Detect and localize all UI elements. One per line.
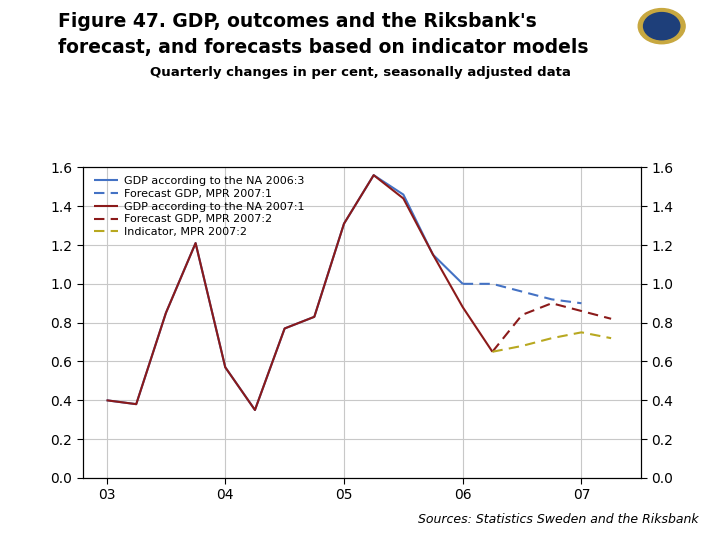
GDP according to the NA 2007:1 <box>310 314 319 320</box>
GDP according to the NA 2007:1 <box>369 172 378 178</box>
GDP according to the NA 2006:3 <box>428 252 437 258</box>
GDP according to the NA 2006:3 <box>399 191 408 198</box>
GDP according to the NA 2007:1 <box>399 195 408 202</box>
Circle shape <box>638 9 685 44</box>
GDP according to the NA 2007:1 <box>221 364 230 370</box>
GDP according to the NA 2007:1 <box>459 304 467 310</box>
GDP according to the NA 2006:3 <box>310 314 319 320</box>
Line: Forecast GDP, MPR 2007:1: Forecast GDP, MPR 2007:1 <box>463 284 582 303</box>
GDP according to the NA 2006:3 <box>221 364 230 370</box>
GDP according to the NA 2006:3 <box>369 172 378 178</box>
Forecast GDP, MPR 2007:1 <box>518 288 526 295</box>
Circle shape <box>644 12 680 40</box>
GDP according to the NA 2007:1 <box>488 348 497 355</box>
GDP according to the NA 2007:1 <box>192 240 200 246</box>
Forecast GDP, MPR 2007:2 <box>577 308 586 314</box>
Text: forecast, and forecasts based on indicator models: forecast, and forecasts based on indicat… <box>58 38 588 57</box>
GDP according to the NA 2007:1 <box>251 407 259 413</box>
Forecast GDP, MPR 2007:1 <box>547 296 556 302</box>
GDP according to the NA 2006:3 <box>340 220 348 227</box>
Line: Forecast GDP, MPR 2007:2: Forecast GDP, MPR 2007:2 <box>492 303 611 352</box>
Indicator, MPR 2007:2 <box>577 329 586 335</box>
Line: Indicator, MPR 2007:2: Indicator, MPR 2007:2 <box>492 332 611 352</box>
Forecast GDP, MPR 2007:1 <box>459 281 467 287</box>
Indicator, MPR 2007:2 <box>547 335 556 341</box>
Forecast GDP, MPR 2007:2 <box>488 348 497 355</box>
GDP according to the NA 2006:3 <box>102 397 111 403</box>
Forecast GDP, MPR 2007:2 <box>518 312 526 318</box>
Text: SVERIGES: SVERIGES <box>641 49 683 58</box>
GDP according to the NA 2007:1 <box>102 397 111 403</box>
GDP according to the NA 2007:1 <box>132 401 140 407</box>
Line: GDP according to the NA 2007:1: GDP according to the NA 2007:1 <box>107 175 492 410</box>
GDP according to the NA 2006:3 <box>161 310 170 316</box>
GDP according to the NA 2006:3 <box>132 401 140 407</box>
GDP according to the NA 2006:3 <box>280 325 289 332</box>
GDP according to the NA 2006:3 <box>192 240 200 246</box>
Text: RIKSBANK: RIKSBANK <box>639 62 684 71</box>
GDP according to the NA 2007:1 <box>161 310 170 316</box>
Forecast GDP, MPR 2007:2 <box>607 315 616 322</box>
Forecast GDP, MPR 2007:2 <box>547 300 556 307</box>
Text: Sources: Statistics Sweden and the Riksbank: Sources: Statistics Sweden and the Riksb… <box>418 513 698 526</box>
GDP according to the NA 2007:1 <box>428 252 437 258</box>
Indicator, MPR 2007:2 <box>607 335 616 341</box>
GDP according to the NA 2007:1 <box>340 220 348 227</box>
Indicator, MPR 2007:2 <box>488 348 497 355</box>
Text: Quarterly changes in per cent, seasonally adjusted data: Quarterly changes in per cent, seasonall… <box>150 66 570 79</box>
GDP according to the NA 2006:3 <box>251 407 259 413</box>
Forecast GDP, MPR 2007:1 <box>577 300 586 307</box>
Text: Figure 47. GDP, outcomes and the Riksbank's: Figure 47. GDP, outcomes and the Riksban… <box>58 12 536 31</box>
Legend: GDP according to the NA 2006:3, Forecast GDP, MPR 2007:1, GDP according to the N: GDP according to the NA 2006:3, Forecast… <box>94 176 305 237</box>
Indicator, MPR 2007:2 <box>518 343 526 349</box>
GDP according to the NA 2007:1 <box>280 325 289 332</box>
Line: GDP according to the NA 2006:3: GDP according to the NA 2006:3 <box>107 175 463 410</box>
Forecast GDP, MPR 2007:1 <box>488 281 497 287</box>
GDP according to the NA 2006:3 <box>459 281 467 287</box>
